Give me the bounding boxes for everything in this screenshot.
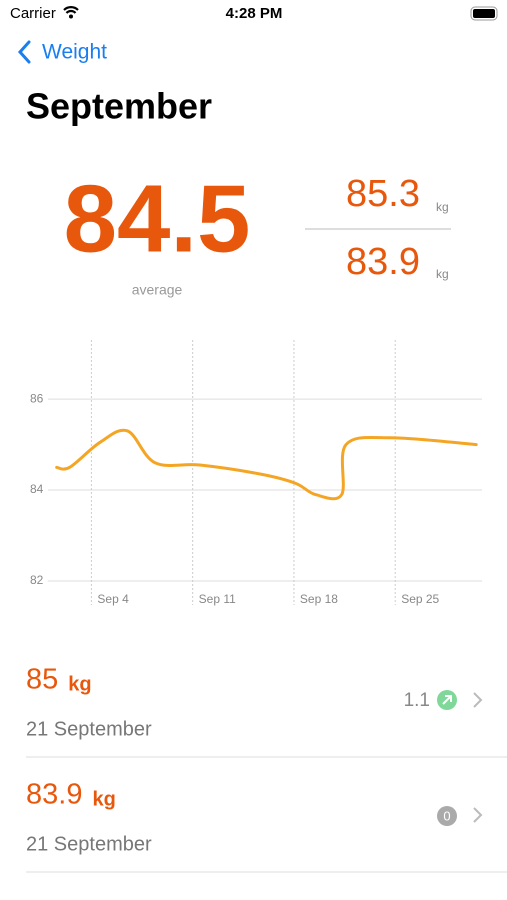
wifi-dot bbox=[69, 14, 73, 19]
max-unit: kg bbox=[436, 200, 449, 214]
trend-arrow bbox=[442, 695, 452, 705]
x-tick-label: Sep 18 bbox=[300, 592, 338, 606]
entry-change: 0 bbox=[443, 808, 450, 823]
entry-row[interactable]: 85 kg 21 September 1.1 bbox=[26, 664, 507, 758]
x-tick-label: Sep 25 bbox=[401, 592, 439, 606]
battery bbox=[470, 6, 498, 21]
battery-level bbox=[473, 9, 495, 18]
y-tick-label: 82 bbox=[30, 573, 44, 587]
min-unit: kg bbox=[436, 267, 449, 281]
entry-value: 85 bbox=[26, 664, 58, 696]
entry-row[interactable]: 83.9 kg 21 September 0 bbox=[26, 779, 507, 873]
back-button[interactable]: Weight bbox=[42, 41, 107, 64]
entry-date: 21 September bbox=[26, 718, 152, 740]
trend-badge bbox=[437, 806, 457, 826]
entry-list: 85 kg 21 September 1.1 83.9 kg 21 September 0 bbox=[26, 664, 507, 873]
average-label: average bbox=[132, 282, 183, 298]
entry-date: 21 September bbox=[26, 833, 152, 855]
back-chevron[interactable] bbox=[17, 40, 31, 64]
max-value: 85.3 bbox=[346, 173, 420, 215]
chevron bbox=[473, 692, 483, 708]
min-value: 83.9 bbox=[346, 241, 420, 283]
entry-unit: kg bbox=[92, 788, 115, 810]
y-tick-label: 86 bbox=[30, 391, 44, 405]
clock: 4:28 PM bbox=[226, 5, 283, 22]
entry-change: 1.1 bbox=[404, 690, 430, 711]
x-tick-label: Sep 11 bbox=[199, 592, 236, 606]
average-value: 84.5 bbox=[64, 165, 251, 272]
entry-value: 83.9 bbox=[26, 779, 82, 811]
chart: 82 84 86 Sep 4 Sep 11 Sep 18 Sep 25 bbox=[30, 340, 482, 606]
weight-line bbox=[55, 428, 478, 501]
chevron bbox=[473, 807, 483, 823]
x-tick-label: Sep 4 bbox=[97, 592, 129, 606]
entry-unit: kg bbox=[68, 673, 91, 695]
wifi-icon bbox=[63, 6, 79, 14]
page-title: September bbox=[26, 86, 212, 127]
y-tick-label: 84 bbox=[30, 482, 44, 496]
carrier: Carrier bbox=[10, 5, 56, 22]
